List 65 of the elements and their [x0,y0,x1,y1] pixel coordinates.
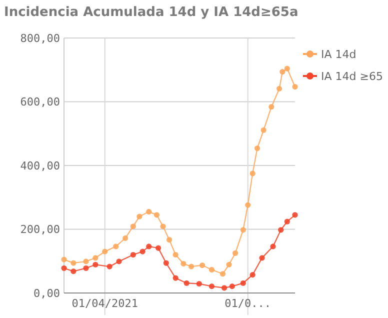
point [292,212,298,218]
point [172,275,178,281]
point [83,258,89,264]
point [154,212,160,218]
point [83,265,89,271]
point [208,266,215,273]
point [188,264,194,270]
point [250,272,256,278]
point [61,265,67,271]
point [199,262,206,268]
point [270,244,276,250]
point [92,262,98,268]
point [172,252,178,258]
y-tick-label: 0,00 [34,286,60,300]
point [220,271,226,277]
point [92,255,98,261]
point [146,244,152,250]
point [245,202,251,208]
point [221,285,228,291]
point [122,235,128,241]
point [106,264,112,270]
point [196,280,202,287]
y-tick-label: 600,00 [20,96,60,109]
point [113,244,119,250]
point [184,280,190,286]
y-tick-label: 400,00 [20,159,60,172]
point [280,68,286,75]
point [268,104,274,110]
point [155,245,162,251]
point [163,260,169,266]
x-tick-label: 01/04/2021 [72,297,138,310]
point [292,84,298,90]
chart-title: Incidencia Acumulada 14d y IA 14d≥65a [4,5,298,20]
point [276,86,282,92]
point [232,250,238,256]
point [70,260,76,266]
point [284,218,290,224]
point [240,227,246,233]
point [116,258,122,264]
point [240,280,246,286]
point [160,224,166,230]
point [70,268,76,274]
x-tick-label: 01/0... [224,297,272,310]
point [130,252,136,258]
point [208,284,215,290]
legend-label: IA 14d ≥65 [321,70,383,83]
point [229,284,235,290]
y-tick-label: 800,00 [20,32,60,45]
point [180,260,186,266]
point [166,236,172,243]
point [130,224,136,230]
legend-label: IA 14d [321,48,356,61]
point [61,256,67,262]
point [140,248,146,254]
point [226,262,232,268]
y-tick-label: 200,00 [20,223,60,236]
point [102,248,108,254]
point [259,255,265,261]
point [250,170,256,176]
point [136,214,142,220]
point [278,227,284,233]
point [284,66,290,72]
point [254,145,260,152]
point [260,127,266,133]
point [146,208,152,215]
